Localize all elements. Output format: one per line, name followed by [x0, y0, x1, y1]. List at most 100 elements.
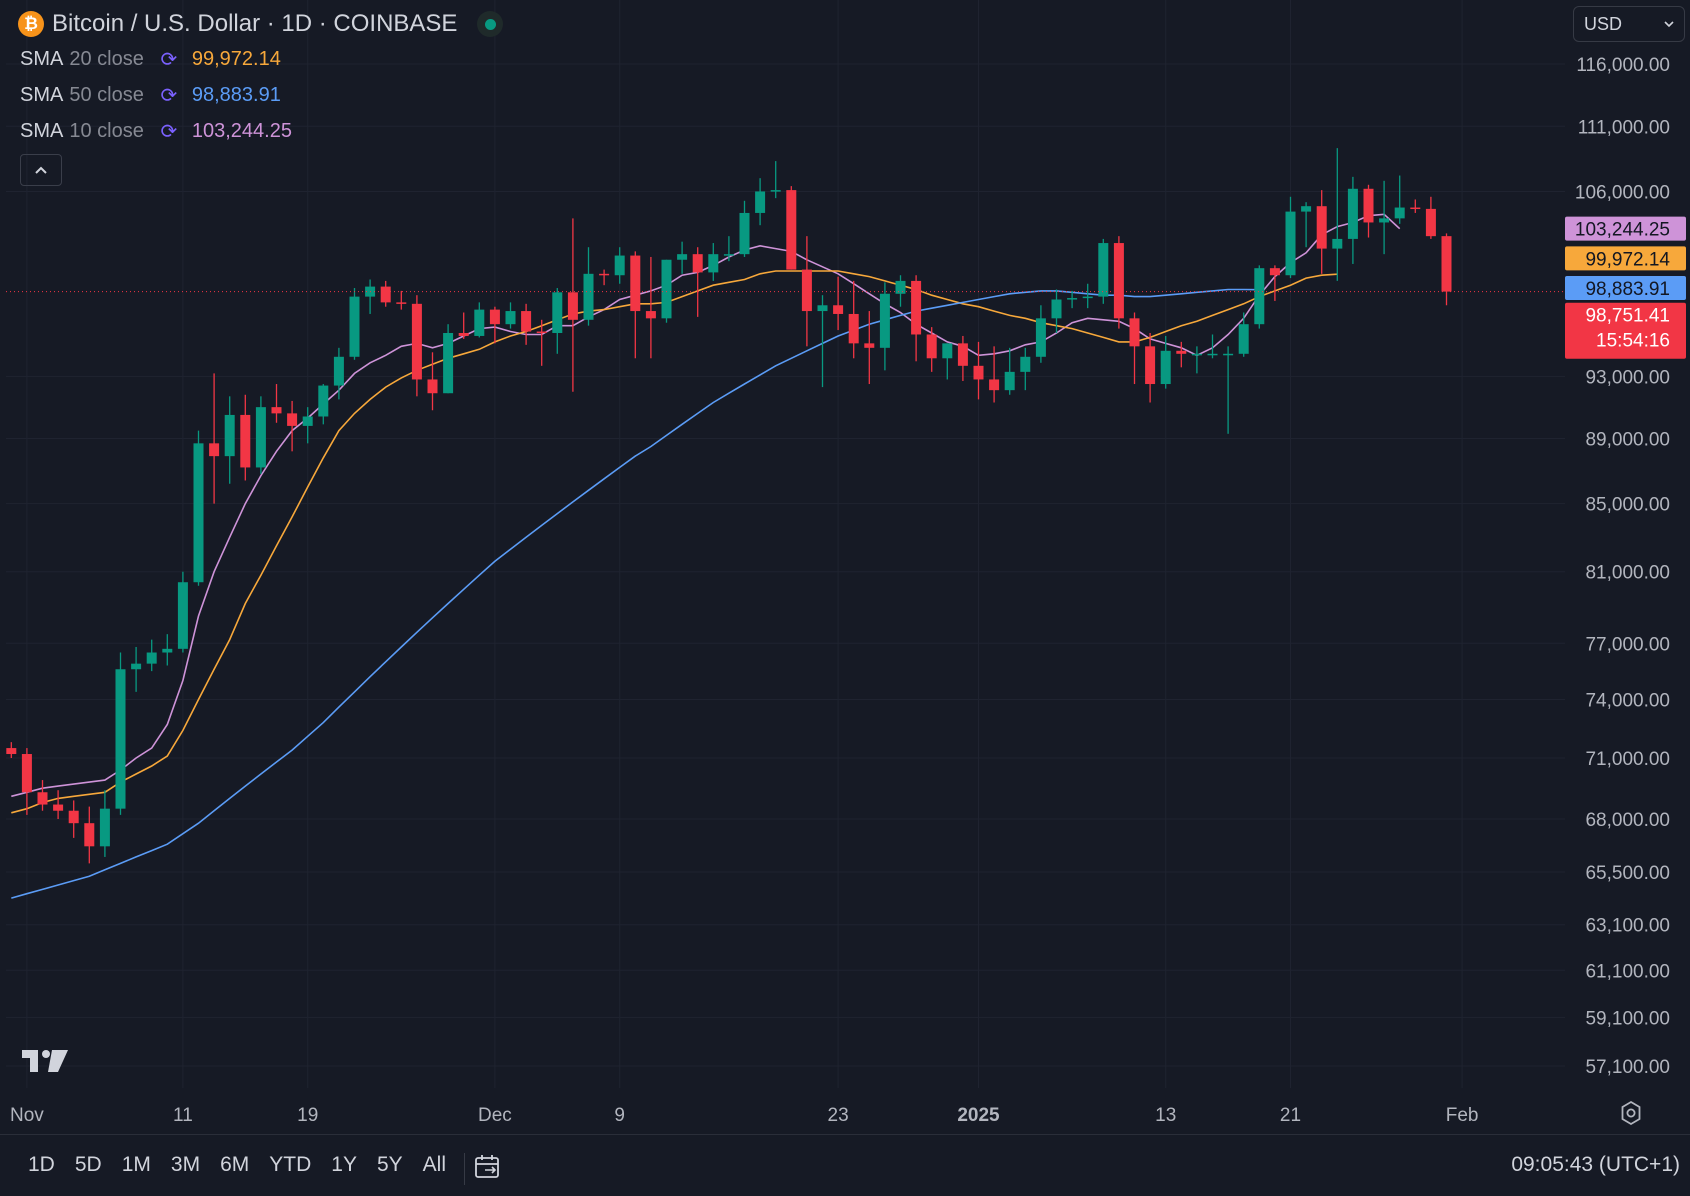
collapse-legend-button[interactable]	[20, 154, 62, 186]
candle	[692, 247, 703, 317]
legend-sma-20[interactable]: SMA 20 close ⟳ 99,972.14	[20, 48, 281, 71]
candle	[349, 288, 360, 360]
candle-body	[770, 190, 781, 192]
legend-value: 98,883.91	[191, 84, 281, 106]
y-tick-label: 61,100.00	[1585, 961, 1670, 982]
sma-line	[11, 270, 1338, 814]
candle-body	[240, 414, 251, 468]
y-tick-label: 116,000.00	[1576, 55, 1670, 76]
candle	[1425, 196, 1436, 239]
x-tick-label: 19	[297, 1105, 318, 1126]
candle	[1285, 196, 1296, 279]
candle	[1035, 305, 1046, 363]
candle-body	[755, 191, 766, 213]
candle	[396, 290, 407, 310]
candle-body	[271, 407, 282, 414]
price-tag-value: 99,972.14	[1585, 249, 1670, 270]
candle-body	[458, 333, 469, 336]
candle-body	[848, 313, 859, 344]
x-tick-label: 13	[1155, 1105, 1176, 1126]
candle-body	[521, 311, 532, 332]
candle	[614, 247, 625, 284]
candle	[209, 373, 220, 504]
candle	[1223, 346, 1234, 434]
candle	[1410, 199, 1421, 213]
symbol-header[interactable]: ₿ Bitcoin / U.S. Dollar · 1D · COINBASE	[18, 10, 504, 38]
x-tick-label: Nov	[10, 1105, 44, 1126]
range-ytd[interactable]: YTD	[269, 1153, 312, 1176]
y-tick-label: 93,000.00	[1585, 367, 1670, 388]
candle-body	[973, 365, 984, 380]
bottom-toolbar: 1D 5D 1M 3M 6M YTD 1Y 5Y All 09:05:43 (U…	[0, 1134, 1690, 1196]
candle-body	[1269, 268, 1280, 276]
range-5y[interactable]: 5Y	[376, 1153, 403, 1176]
x-tick-label: 21	[1280, 1105, 1301, 1126]
candle	[1067, 290, 1078, 309]
candle	[318, 384, 329, 425]
y-tick-label: 85,000.00	[1585, 495, 1670, 516]
legend-value: 103,244.25	[191, 120, 292, 142]
candle	[287, 400, 298, 452]
tradingview-logo[interactable]	[22, 1048, 70, 1074]
clock[interactable]: 09:05:43 (UTC+1)	[1511, 1153, 1680, 1176]
x-tick-label: 9	[614, 1105, 625, 1126]
candle	[645, 256, 656, 359]
candle	[599, 269, 610, 286]
range-1m[interactable]: 1M	[121, 1153, 151, 1176]
candlestick-chart[interactable]: 116,000.00 111,000.00 106,000.00 93,000.00 8…	[0, 0, 1690, 1134]
candle-body	[926, 334, 937, 359]
price-axis: 116,000.00 111,000.00 106,000.00 93,000.00 8…	[1575, 55, 1670, 1078]
range-1y[interactable]: 1Y	[331, 1153, 357, 1176]
price-tag-bg	[1565, 276, 1686, 301]
goto-date-icon[interactable]	[473, 1153, 503, 1181]
candle-body	[224, 414, 235, 457]
candle	[380, 280, 391, 307]
gear-icon[interactable]	[1618, 1100, 1644, 1126]
legend-sma-10[interactable]: SMA 10 close ⟳ 103,244.25	[20, 120, 292, 143]
candle-body	[21, 754, 32, 793]
range-selector: 1D 5D 1M 3M 6M YTD 1Y 5Y All	[18, 1153, 503, 1185]
currency-select[interactable]: USD	[1573, 6, 1685, 42]
candle-body	[1113, 243, 1124, 319]
range-3m[interactable]: 3M	[170, 1153, 201, 1176]
legend-params: 10 close	[69, 120, 144, 142]
candle	[536, 319, 547, 366]
x-tick-label: 2025	[957, 1105, 1000, 1126]
candle	[708, 243, 719, 281]
legend-params: 50 close	[69, 84, 144, 106]
candle	[68, 800, 79, 838]
time-axis: Nov 11 19 Dec 9 23 2025 13 21 Feb	[10, 1105, 1478, 1126]
candle	[302, 407, 313, 444]
symbol-title[interactable]: Bitcoin / U.S. Dollar · 1D · COINBASE	[52, 10, 458, 37]
candle-body	[1347, 188, 1358, 239]
range-6m[interactable]: 6M	[220, 1153, 250, 1176]
candle	[1098, 238, 1109, 304]
candle-body	[833, 305, 844, 314]
candle-body	[396, 302, 407, 304]
candle	[957, 335, 968, 381]
refresh-icon: ⟳	[160, 120, 178, 143]
candle-body	[1191, 353, 1202, 356]
candle-body	[645, 311, 656, 319]
candle	[427, 352, 438, 411]
candle-body	[443, 333, 454, 394]
y-tick-label: 68,000.00	[1585, 810, 1670, 831]
range-1d[interactable]: 1D	[28, 1153, 55, 1176]
price-tag-value: 98,751.41	[1585, 306, 1670, 327]
candle	[1176, 341, 1187, 368]
candle-body	[1004, 371, 1015, 391]
legend-sma-50[interactable]: SMA 50 close ⟳ 98,883.91	[20, 84, 281, 107]
candle	[521, 303, 532, 345]
candle-body	[349, 296, 360, 357]
range-all[interactable]: All	[422, 1153, 446, 1176]
currency-label: USD	[1584, 13, 1623, 34]
candle-body	[162, 648, 173, 653]
candle-body	[911, 280, 922, 335]
y-tick-label: 106,000.00	[1575, 182, 1670, 203]
candle-body	[115, 669, 126, 809]
legend-name: SMA	[20, 48, 64, 70]
candle	[1379, 180, 1390, 255]
range-5d[interactable]: 5D	[74, 1153, 102, 1176]
candle	[240, 394, 251, 481]
y-tick-label: 81,000.00	[1585, 563, 1670, 584]
